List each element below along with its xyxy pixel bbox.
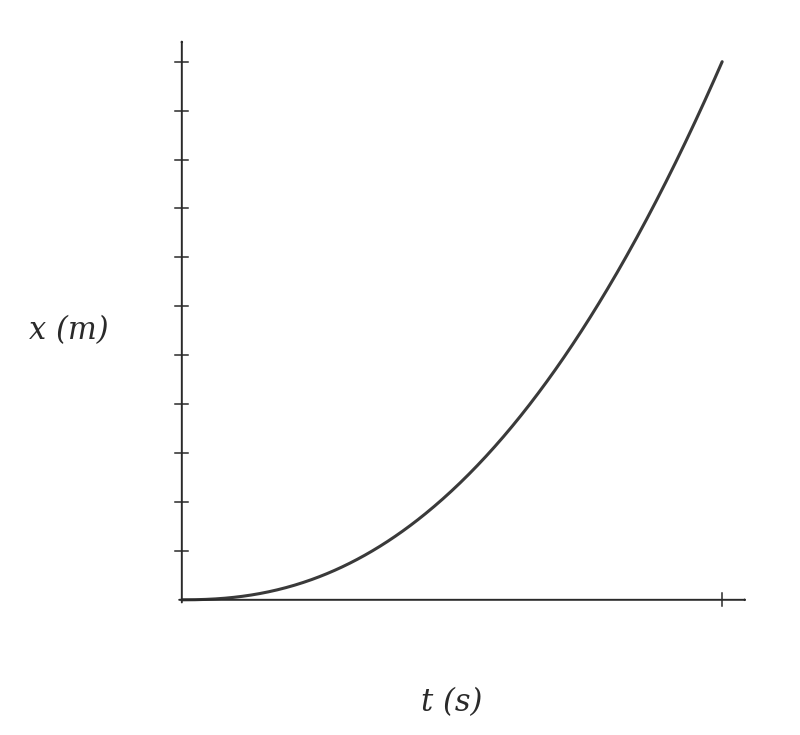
Text: x (m): x (m): [29, 315, 108, 346]
Text: t (s): t (s): [422, 686, 482, 717]
